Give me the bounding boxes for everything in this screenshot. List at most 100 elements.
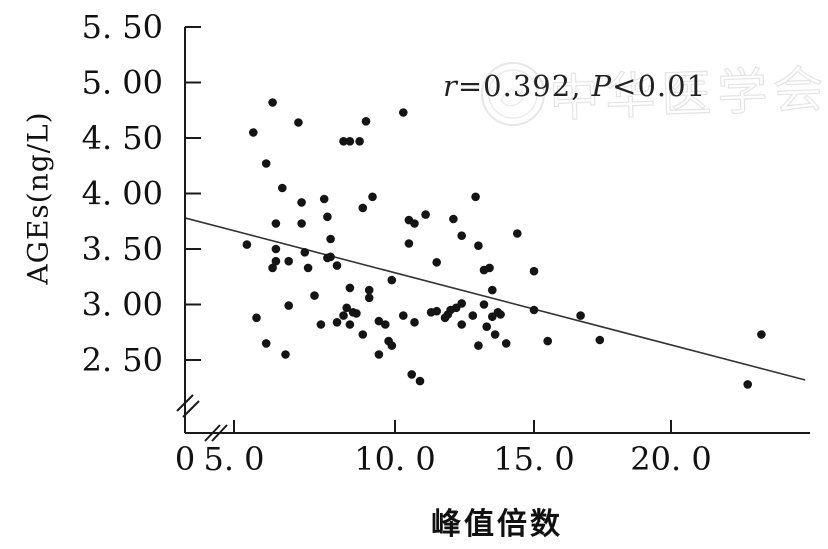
data-point — [294, 118, 303, 127]
data-point — [364, 285, 374, 295]
data-point — [352, 309, 361, 318]
y-tick-label: 2. 50 — [82, 341, 163, 379]
data-point — [399, 108, 408, 117]
y-tick-label: 5. 50 — [82, 8, 163, 46]
data-point — [326, 252, 335, 262]
correlation-annotation: r=0.392, P<0.01 — [443, 69, 706, 103]
data-point — [743, 380, 752, 389]
data-point — [271, 219, 281, 228]
watermark-seal-emblem — [500, 89, 524, 107]
data-point — [271, 256, 281, 266]
data-point — [326, 234, 335, 244]
data-point — [415, 376, 425, 386]
data-point — [457, 320, 467, 329]
data-point — [387, 341, 397, 350]
data-point — [368, 192, 377, 202]
data-point — [303, 263, 313, 273]
data-point — [529, 305, 539, 315]
r-value: =0.392, — [457, 69, 592, 103]
x-axis-break-slash — [204, 424, 221, 442]
data-point — [358, 203, 368, 213]
data-point — [319, 194, 329, 204]
data-point — [432, 306, 442, 316]
y-axis-break-slash — [176, 394, 194, 412]
data-point — [381, 320, 390, 329]
data-point — [300, 248, 310, 257]
data-point — [332, 318, 342, 327]
data-point — [358, 330, 368, 339]
data-point — [249, 128, 258, 137]
data-point — [479, 300, 489, 309]
trend-line — [184, 217, 806, 381]
data-point — [410, 318, 419, 327]
watermark-seal-inner-circle — [488, 69, 538, 119]
data-point — [268, 98, 277, 107]
data-point — [404, 239, 414, 248]
watermark-seal-outer-circle — [481, 62, 545, 126]
data-point — [443, 310, 453, 319]
data-point — [488, 285, 497, 295]
data-point — [485, 263, 494, 273]
data-point — [297, 198, 306, 207]
data-point — [529, 266, 539, 276]
data-point — [407, 370, 417, 379]
data-point — [757, 330, 766, 339]
data-point — [284, 256, 294, 266]
data-point — [339, 137, 348, 146]
data-point — [449, 214, 458, 224]
data-point — [432, 258, 442, 267]
data-point — [252, 313, 261, 323]
data-point — [513, 229, 522, 238]
y-tick-label: 4. 00 — [82, 175, 163, 213]
y-tick-label: 5. 00 — [82, 64, 163, 102]
data-point — [310, 291, 319, 300]
y-tick-label: 4. 50 — [82, 119, 163, 157]
data-point — [268, 263, 277, 273]
data-point — [482, 322, 492, 332]
data-point — [297, 219, 306, 228]
data-point — [374, 316, 384, 326]
data-point — [345, 283, 355, 293]
data-point — [474, 341, 483, 350]
data-point — [474, 241, 483, 250]
y-axis-break-slash — [182, 400, 200, 418]
data-point — [345, 137, 355, 146]
x-tick-label: 20. 0 — [630, 440, 711, 478]
data-point — [242, 240, 252, 249]
data-point — [490, 330, 500, 339]
x-tick-label: 15. 0 — [493, 440, 574, 478]
data-point — [278, 183, 287, 193]
data-point — [271, 244, 281, 254]
data-point — [339, 311, 348, 320]
data-point — [316, 320, 326, 329]
data-point — [468, 311, 478, 320]
data-point — [323, 212, 332, 222]
watermark: 中华医学会 — [481, 60, 828, 129]
y-tick-label: 3. 00 — [82, 286, 163, 324]
data-point — [543, 336, 552, 346]
data-point — [496, 310, 505, 319]
x-tick-label: 0 — [175, 440, 195, 478]
data-point — [501, 339, 511, 348]
data-point — [410, 219, 419, 228]
data-point — [595, 335, 605, 345]
data-point — [355, 137, 364, 146]
data-point — [261, 339, 271, 348]
x-tick-label: 5. 0 — [203, 440, 264, 478]
data-point — [364, 293, 374, 303]
data-point — [281, 350, 290, 359]
data-point — [399, 311, 408, 320]
watermark-text: 中华医学会 — [548, 60, 828, 128]
y-axis-title: AGEs(ng/L) — [21, 111, 55, 285]
data-point — [374, 350, 384, 359]
data-point — [421, 210, 430, 219]
axis-break-marks — [176, 394, 228, 442]
data-point — [361, 117, 371, 126]
data-point — [342, 303, 352, 313]
data-points — [242, 98, 766, 389]
data-point — [345, 320, 355, 329]
data-point — [387, 275, 397, 285]
x-tick-label: 10. 0 — [354, 440, 435, 478]
